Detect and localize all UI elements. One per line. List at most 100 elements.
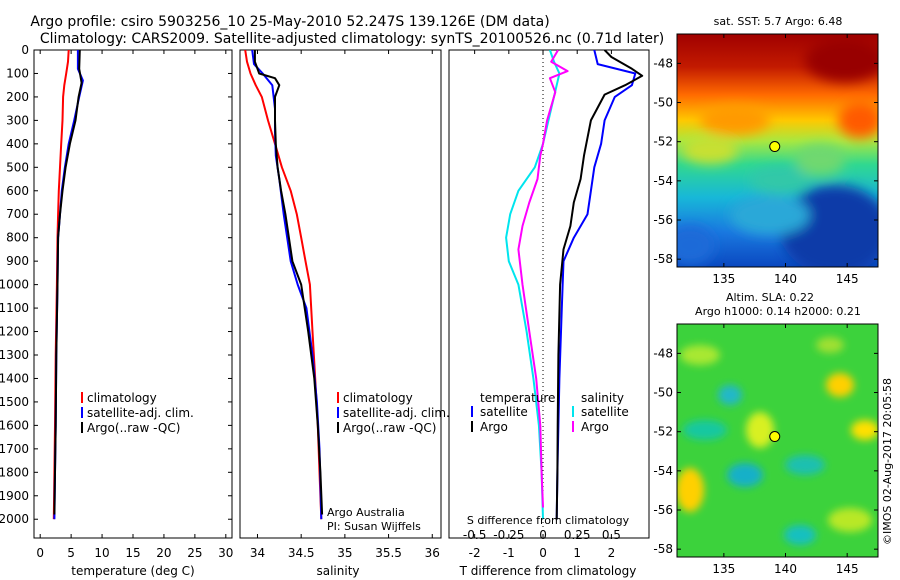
salinity-difference-tick-label: -0.5 [463,528,486,542]
x-tick-label: 0 [539,546,547,560]
series-line-argo-raw-qc- [253,50,324,515]
map-lat-tick-label: -52 [653,135,673,149]
sla-map-title-line2: Argo h1000: 0.14 h2000: 0.21 [695,305,861,318]
legend-label: Argo(..raw -QC) [87,421,180,435]
legend-label: Argo [480,420,508,434]
map-lon-tick-label: 135 [712,272,735,286]
map-lat-tick-label: -58 [653,252,673,266]
temperature-panel: 0100200300400500600700800900100011001200… [0,43,649,578]
difference-lines [505,50,644,520]
x-tick-label: 36 [425,546,440,560]
salinity-lines [244,50,324,520]
x-tick-label: 2 [608,546,616,560]
depth-tick-label: 1500 [0,395,29,409]
depth-tick-label: 1700 [0,442,29,456]
depth-tick-label: 400 [6,137,29,151]
depth-tick-label: 0 [21,43,29,57]
sst-image [677,34,878,267]
salinity-difference-axis: -0.5 -0.25 0 0.25 0.5 [463,528,621,542]
temperature-plot-frame [33,49,233,539]
argo-position-marker-sla [769,431,781,443]
x-tick-label: 30 [218,546,233,560]
map-lat-tick-label: -58 [653,542,673,556]
legend-label: satellite [480,405,528,419]
map-lat-tick-label: -54 [653,464,673,478]
depth-tick-label: 600 [6,184,29,198]
imos-watermark: ©IMOS 02-Aug-2017 20:05:58 [881,378,894,545]
map-lat-tick-label: -54 [653,174,673,188]
difference-legend: temperature salinitysatelliteArgosatellit… [471,391,629,434]
legend-label: satellite-adj. clim. [343,406,450,420]
x-tick-label: 1 [573,546,581,560]
series-line-argo-raw-qc- [53,50,83,515]
salinity-difference-tick-label: 0 [539,528,547,542]
legend-header-salinity: salinity [581,391,624,405]
map-lon-tick-label: 140 [774,272,797,286]
x-tick-label: 34 [250,546,265,560]
credit-pi: PI: Susan Wijffels [327,520,421,533]
legend-header-temperature: temperature [480,391,555,405]
sst-map-title: sat. SST: 5.7 Argo: 6.48 [714,15,843,28]
temperature-x-axis: 0 5 10 15 20 25 30 [36,50,233,560]
temperature-difference-label: T difference from climatology [459,564,637,578]
argo-position-marker [769,141,781,153]
salinity-difference-tick-label: 0.5 [602,528,621,542]
sst-map-axes: -48 -50 -52 -54 -56 -58 135 140 145 [653,34,878,286]
depth-tick-label: 1400 [0,371,29,385]
map-lon-tick-label: 145 [836,562,859,576]
x-tick-label: 25 [187,546,202,560]
sla-map-axes: -48 -50 -52 -54 -56 -58 135 140 145 [653,324,878,576]
difference-panel: -2 -1 0 1 2 -0.5 -0.25 0 0.25 0.5 S difference f… [448,49,650,578]
x-tick-label: 10 [94,546,109,560]
depth-tick-label: 800 [6,231,29,245]
depth-tick-label: 100 [6,66,29,80]
salinity-difference-label: S difference from climatology [467,514,630,527]
x-tick-label: 35.5 [375,546,402,560]
sla-map-panel: Altim. SLA: 0.22 Argo h1000: 0.14 h2000:… [653,291,879,576]
x-tick-label: 0 [36,546,44,560]
depth-tick-label: 1000 [0,278,29,292]
salinity-difference-tick-label: -0.25 [493,528,524,542]
salinity-x-axis: 34 34.5 35 35.5 36 [250,50,440,560]
x-tick-label: 20 [156,546,171,560]
salinity-difference-tick-label: 0.25 [564,528,591,542]
depth-tick-label: 1600 [0,418,29,432]
legend-label: climatology [87,391,157,405]
depth-tick-label: 300 [6,113,29,127]
salinity-panel: 34 34.5 35 35.5 36 salinity climatologysatel… [239,49,450,578]
credit-institution: Argo Australia [327,506,405,519]
depth-tick-label: 1800 [0,465,29,479]
map-lat-tick-label: -56 [653,503,673,517]
sst-map-frame [676,33,879,268]
figure-title-line2: Climatology: CARS2009. Satellite-adjuste… [40,31,664,47]
series-line-salinity-argo [517,50,569,508]
legend-label: Argo(..raw -QC) [343,421,436,435]
series-line-salinity-satellite [505,50,561,520]
sla-map-frame [676,323,879,558]
legend-label: Argo [581,420,609,434]
depth-tick-label: 200 [6,90,29,104]
x-tick-label: 5 [67,546,75,560]
map-lon-tick-label: 145 [836,272,859,286]
map-lon-tick-label: 135 [712,562,735,576]
map-lat-tick-label: -56 [653,213,673,227]
series-line-temperature-argo [555,50,644,520]
legend-label: climatology [343,391,413,405]
difference-x-axis: -2 -1 0 1 2 [469,50,616,560]
map-lat-tick-label: -48 [653,56,673,70]
temperature-lines [52,50,84,520]
x-tick-label: 15 [125,546,140,560]
depth-tick-label: 1300 [0,348,29,362]
map-lat-tick-label: -52 [653,425,673,439]
legend-label: satellite [581,405,629,419]
depth-tick-label: 700 [6,207,29,221]
depth-tick-label: 2000 [0,512,29,526]
sst-map-panel: sat. SST: 5.7 Argo: 6.48 -48 -50 -52 -54 -56… [653,15,879,286]
x-tick-label: -2 [469,546,481,560]
x-tick-label: 35 [337,546,352,560]
map-lat-tick-label: -50 [653,386,673,400]
figure-title-line1: Argo profile: csiro 5903256_10 25-May-20… [30,14,549,30]
legend-label: satellite-adj. clim. [87,406,194,420]
depth-tick-label: 1900 [0,489,29,503]
